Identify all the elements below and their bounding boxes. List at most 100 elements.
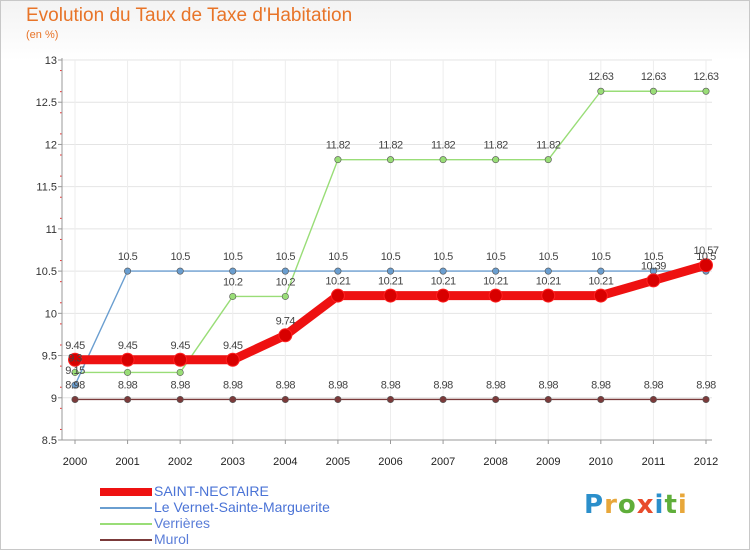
data-point (597, 87, 605, 95)
x-tick-label: 2007 (431, 456, 455, 468)
x-tick-label: 2010 (589, 456, 613, 468)
x-tick-label: 2005 (326, 456, 350, 468)
data-label: 9.15 (65, 365, 85, 377)
data-point (330, 288, 345, 303)
legend-label: Murol (154, 531, 190, 547)
data-point (281, 395, 289, 403)
data-label: 10.5 (381, 251, 401, 263)
data-label: 10.5 (696, 251, 716, 263)
data-label: 9.74 (276, 315, 296, 327)
y-tick-label: 11 (46, 224, 57, 236)
y-tick-label: 13 (45, 55, 57, 67)
data-point (544, 156, 552, 164)
data-label: 10.5 (433, 251, 453, 263)
data-point (492, 267, 500, 275)
data-point (225, 352, 240, 367)
data-point (71, 381, 79, 389)
legend-label: Verrières (154, 515, 211, 531)
data-label: 10.5 (118, 251, 138, 263)
logo-letter: x (636, 490, 655, 520)
data-label: 9.3 (68, 352, 82, 364)
data-label: 10.5 (276, 251, 296, 263)
data-point (439, 156, 447, 164)
data-label: 11.82 (326, 140, 351, 152)
y-tick-label: 8.5 (42, 435, 57, 447)
data-label: 8.98 (433, 379, 453, 391)
data-point (334, 267, 342, 275)
data-label-layer: 8.98 8.98 8.98 8.98 8.98 8.98 8.98 8.98 8.98 8.98… (65, 71, 719, 391)
data-point (436, 288, 451, 303)
data-point (593, 288, 608, 303)
data-label: 8.98 (696, 379, 716, 391)
data-label: 8.98 (539, 379, 559, 391)
data-label: 11.82 (431, 140, 456, 152)
data-label: 8.98 (223, 379, 243, 391)
data-point (649, 395, 657, 403)
chart-subtitle: (en %) (26, 29, 59, 41)
data-label: 12.63 (693, 71, 718, 83)
data-label: 10.5 (170, 251, 190, 263)
data-point (702, 87, 710, 95)
legend-swatch (100, 488, 152, 496)
data-label: 11.82 (378, 140, 403, 152)
data-label: 10.2 (223, 276, 243, 288)
data-point (386, 156, 394, 164)
data-point (544, 267, 552, 275)
x-tick-label: 2003 (221, 456, 245, 468)
data-point (488, 288, 503, 303)
x-tick-label: 2011 (642, 456, 666, 468)
x-tick-label: 2012 (694, 456, 718, 468)
data-point (173, 352, 188, 367)
data-label: 9.45 (118, 340, 138, 352)
data-label: 12.63 (641, 71, 666, 83)
series-layer (68, 87, 713, 403)
data-point (649, 87, 657, 95)
data-label: 10.5 (486, 251, 506, 263)
logo-letter: P (584, 490, 605, 520)
data-point (544, 395, 552, 403)
data-label: 9.45 (65, 340, 85, 352)
data-label: 8.98 (591, 379, 611, 391)
data-point (541, 288, 556, 303)
x-tick-label: 2001 (115, 456, 139, 468)
data-point (281, 267, 289, 275)
data-label: 10.57 (693, 245, 718, 257)
y-tick-label: 12.5 (36, 97, 57, 109)
x-tick-label: 2000 (63, 456, 87, 468)
data-label: 10.21 (378, 276, 403, 288)
data-label: 9.45 (170, 340, 190, 352)
logo-letter: i (654, 490, 665, 520)
data-label: 10.21 (483, 276, 508, 288)
data-point (334, 395, 342, 403)
legend-swatch (100, 507, 152, 509)
data-label: 10.5 (539, 251, 559, 263)
data-point (176, 368, 184, 376)
data-label: 11.82 (536, 140, 561, 152)
data-point (124, 395, 132, 403)
data-label: 8.98 (118, 379, 138, 391)
y-tick-label: 10.5 (36, 266, 57, 278)
x-tick-label: 2009 (536, 456, 560, 468)
data-point (334, 156, 342, 164)
y-tick-label: 11.5 (36, 182, 57, 194)
data-label: 8.98 (486, 379, 506, 391)
x-tick-label: 2004 (273, 456, 297, 468)
data-label: 10.21 (588, 276, 613, 288)
data-point (176, 395, 184, 403)
y-tick-label: 9.5 (42, 351, 57, 363)
logo-letter: r (604, 490, 618, 520)
data-label: 10.21 (536, 276, 561, 288)
data-point (492, 395, 500, 403)
legend-swatch (100, 539, 152, 541)
data-point (68, 352, 82, 367)
data-label: 10.5 (591, 251, 611, 263)
data-point (386, 267, 394, 275)
data-label: 10.21 (325, 276, 350, 288)
data-label: 8.98 (644, 379, 664, 391)
x-tick-label: 2006 (378, 456, 402, 468)
chart-title: Evolution du Taux de Taxe d'Habitation (26, 5, 353, 26)
data-point (229, 395, 237, 403)
data-point (229, 267, 237, 275)
data-point (278, 328, 293, 343)
